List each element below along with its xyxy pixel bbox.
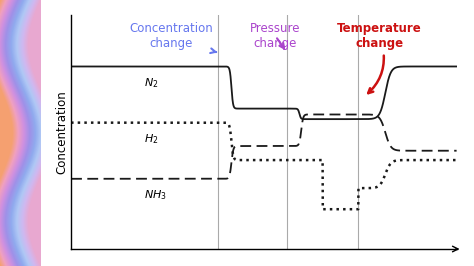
- Text: Concentration
change: Concentration change: [129, 22, 216, 53]
- Y-axis label: Concentration: Concentration: [55, 90, 68, 174]
- Text: Pressure
change: Pressure change: [250, 22, 301, 50]
- Text: $NH_3$: $NH_3$: [144, 188, 167, 202]
- Text: Temperature
change: Temperature change: [337, 22, 422, 93]
- Text: $N_2$: $N_2$: [144, 76, 159, 90]
- Text: $H_2$: $H_2$: [144, 132, 159, 146]
